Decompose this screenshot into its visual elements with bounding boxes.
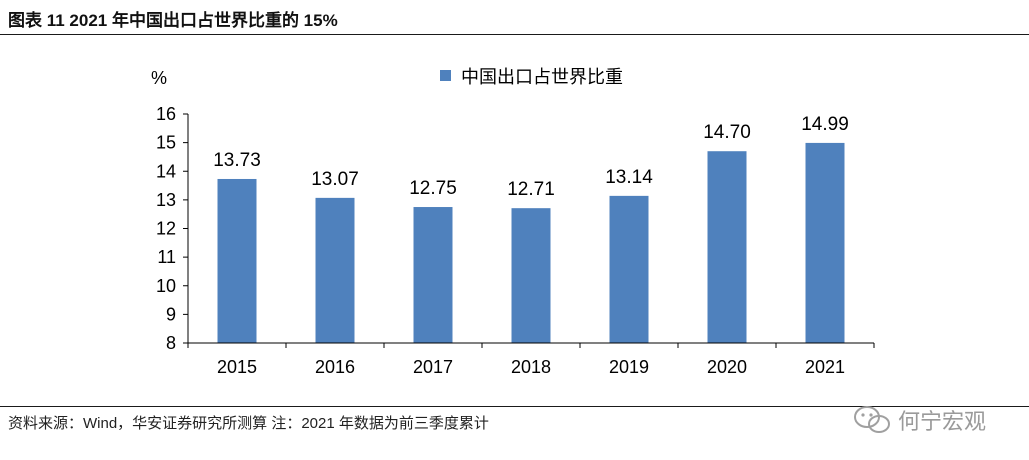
data-label-2017: 12.75 (409, 178, 457, 199)
y-tick-label: 16 (156, 104, 176, 124)
watermark: 何宁宏观 (852, 404, 986, 436)
data-label-2015: 13.73 (213, 150, 261, 171)
bar-2017 (413, 207, 453, 343)
bar-2021 (805, 142, 845, 343)
figure-title: 图表 11 2021 年中国出口占世界比重的 15% (8, 11, 338, 30)
bar-2015 (217, 178, 257, 343)
x-tick-label-2016: 2016 (315, 357, 355, 377)
y-tick-label: 10 (156, 276, 176, 296)
legend-swatch (440, 70, 451, 81)
y-tick-label: 12 (156, 219, 176, 239)
data-label-2016: 13.07 (311, 169, 359, 190)
x-tick-label-2018: 2018 (511, 357, 551, 377)
x-tick-label-2017: 2017 (413, 357, 453, 377)
x-tick-label-2020: 2020 (707, 357, 747, 377)
x-tick-label-2015: 2015 (217, 357, 257, 377)
y-tick-label: 11 (157, 247, 176, 267)
data-label-2018: 12.71 (507, 179, 555, 200)
y-tick-label: 13 (156, 190, 176, 210)
bar-2020 (707, 151, 747, 343)
bar-2016 (315, 197, 355, 343)
y-tick-label: 8 (166, 333, 176, 353)
data-label-2020: 14.70 (703, 122, 751, 143)
source-note: 资料来源：Wind，华安证券研究所测算 注：2021 年数据为前三季度累计 (8, 415, 489, 432)
bar-chart: % 8 9 10 11 12 13 14 15 16 13.73 2015 13.07 2016 12.75… (151, 67, 875, 377)
data-label-2019: 13.14 (605, 167, 653, 188)
bar-2019 (609, 195, 649, 343)
top-divider (0, 34, 1029, 35)
y-axis-unit: % (151, 68, 167, 88)
bottom-divider (0, 406, 1029, 407)
y-tick-label: 15 (156, 133, 176, 153)
bar-2018 (511, 208, 551, 343)
x-tick-label-2021: 2021 (805, 357, 845, 377)
y-tick-label: 14 (156, 161, 176, 181)
watermark-text: 何宁宏观 (898, 409, 987, 434)
x-tick-label-2019: 2019 (609, 357, 649, 377)
y-tick-label: 9 (166, 304, 176, 324)
data-label-2021: 14.99 (801, 114, 849, 135)
wechat-icon (854, 406, 890, 433)
legend-label: 中国出口占世界比重 (461, 67, 623, 87)
